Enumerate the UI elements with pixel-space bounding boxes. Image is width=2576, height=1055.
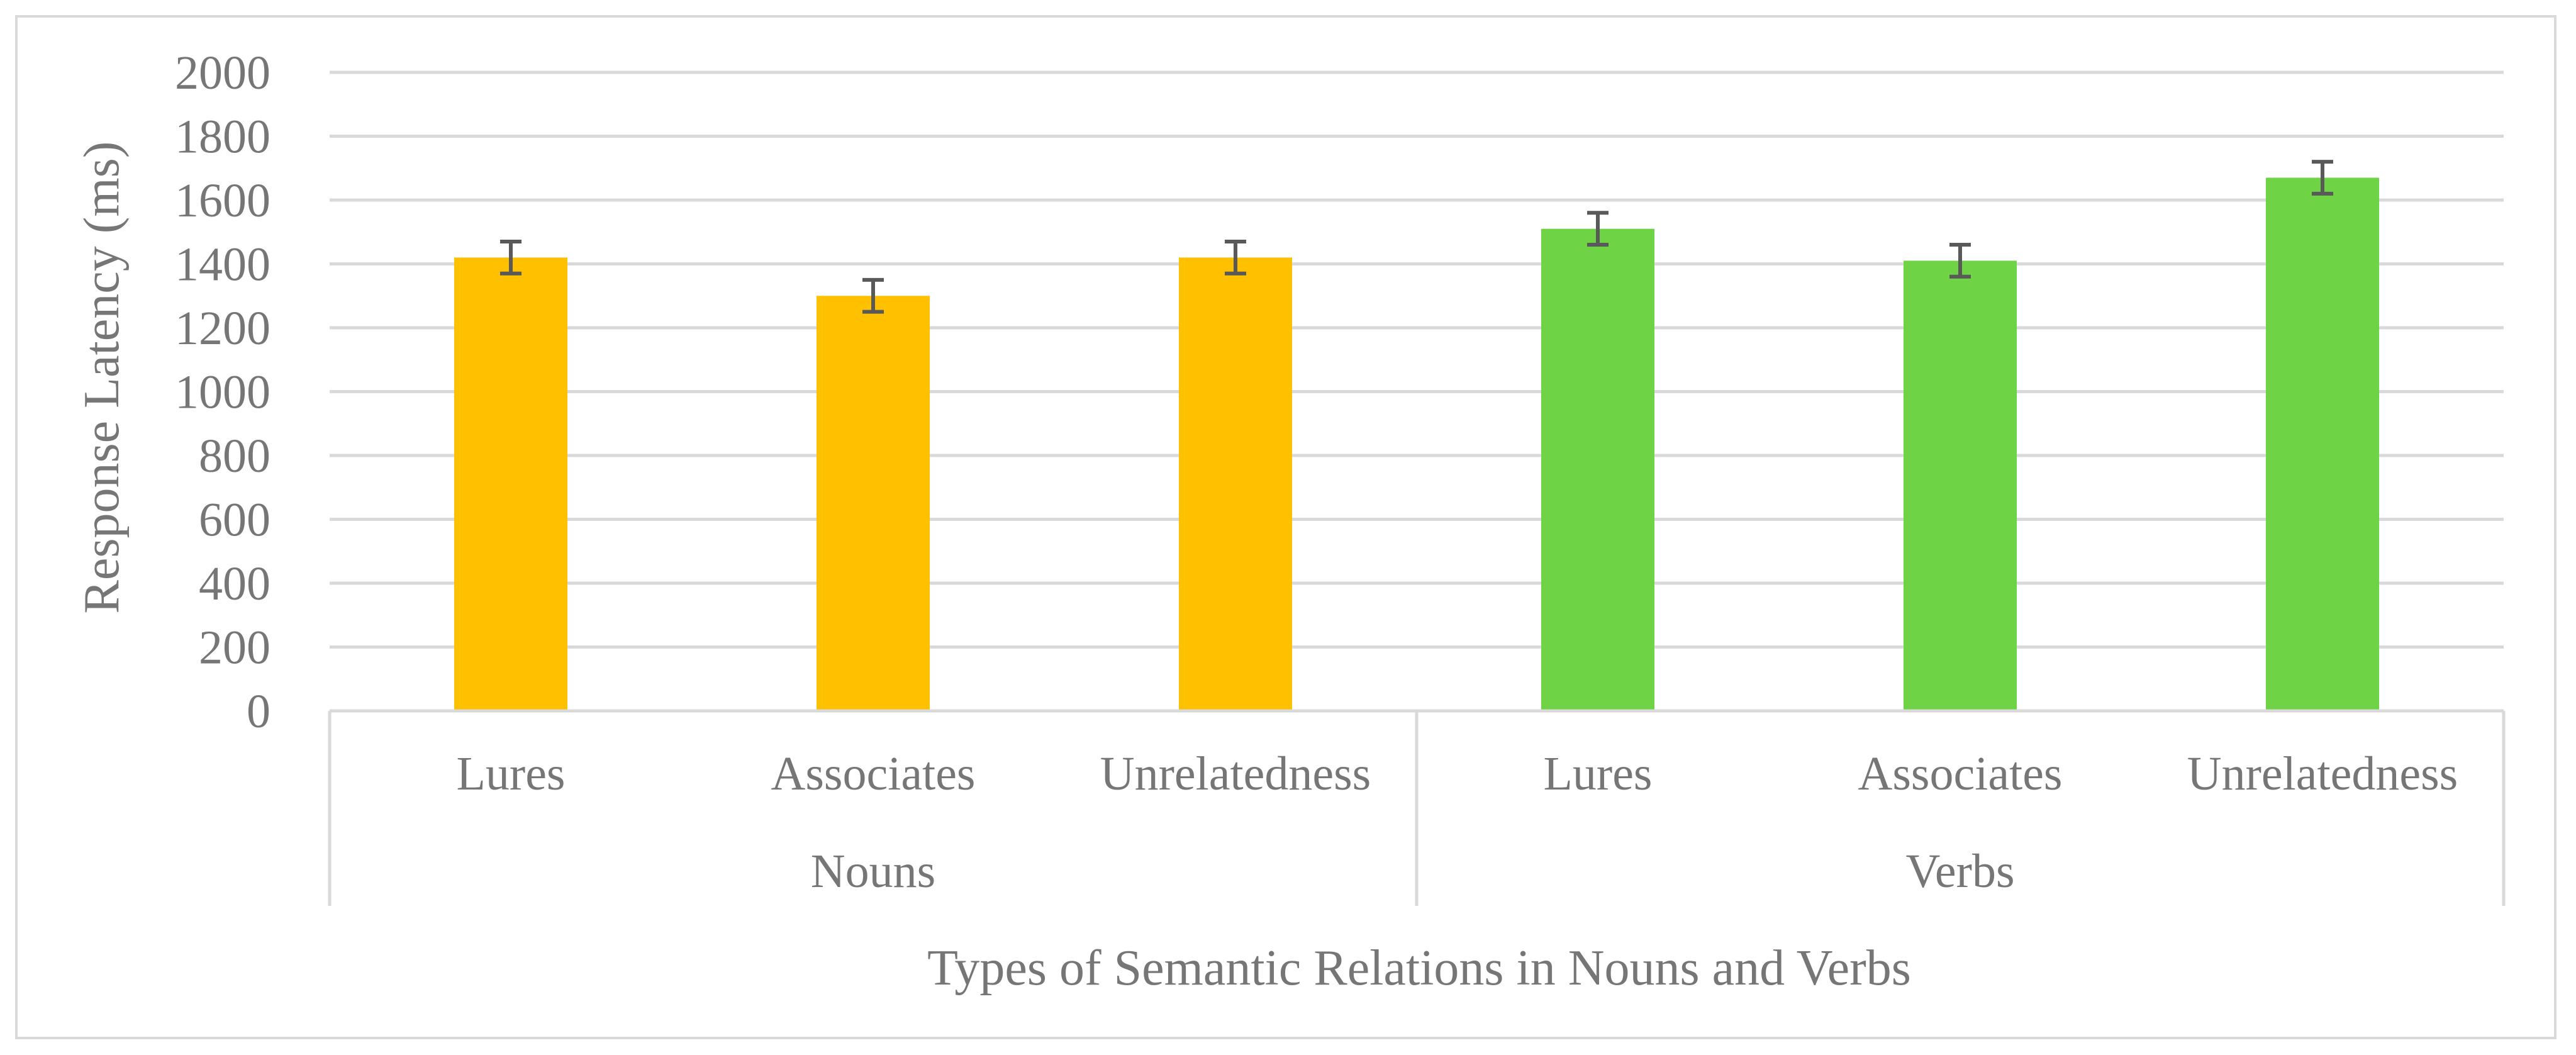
x-category-label: Unrelatedness <box>2187 747 2458 800</box>
x-axis-title: Types of Semantic Relations in Nouns and… <box>927 941 1911 996</box>
y-tick-label: 0 <box>247 685 270 738</box>
y-tick-label: 2000 <box>175 47 270 99</box>
x-category-label: Lures <box>1543 747 1652 800</box>
y-tick-label: 800 <box>199 430 270 483</box>
y-tick-label: 1200 <box>175 302 270 355</box>
y-axis-title: Response Latency (ms) <box>74 142 130 614</box>
error-bars <box>500 160 2333 314</box>
x-category-label: Unrelatedness <box>1100 747 1371 800</box>
x-group-label: Nouns <box>811 845 935 898</box>
bar-nouns-lures <box>454 257 567 712</box>
y-tick-label: 400 <box>199 557 270 610</box>
bar-nouns-unrelatedness <box>1179 257 1292 712</box>
bars <box>454 177 2379 712</box>
x-category-label: Lures <box>456 747 565 800</box>
x-category-label: Associates <box>771 747 975 800</box>
y-tick-label: 1000 <box>175 366 270 419</box>
y-tick-label: 600 <box>199 494 270 547</box>
bar-nouns-associates <box>817 296 930 711</box>
y-tick-label: 200 <box>199 622 270 674</box>
bar-verbs-unrelatedness <box>2266 177 2379 712</box>
y-tick-label: 1600 <box>175 174 270 227</box>
y-axis-tick-labels: 0 200 400 600 800 1000 1200 1400 1600 1800 2000 <box>175 47 270 738</box>
x-axis-labels: Lures Associates Unrelatedness Nouns Lures As… <box>456 747 2458 898</box>
bar-verbs-associates <box>1904 260 2017 711</box>
x-category-label: Associates <box>1858 747 2062 800</box>
x-group-label: Verbs <box>1905 845 2014 898</box>
bar-verbs-lures <box>1541 228 1654 711</box>
gridlines <box>330 70 2504 649</box>
x-axis <box>328 709 2506 906</box>
y-tick-label: 1800 <box>175 111 270 164</box>
y-tick-label: 1400 <box>175 238 270 291</box>
